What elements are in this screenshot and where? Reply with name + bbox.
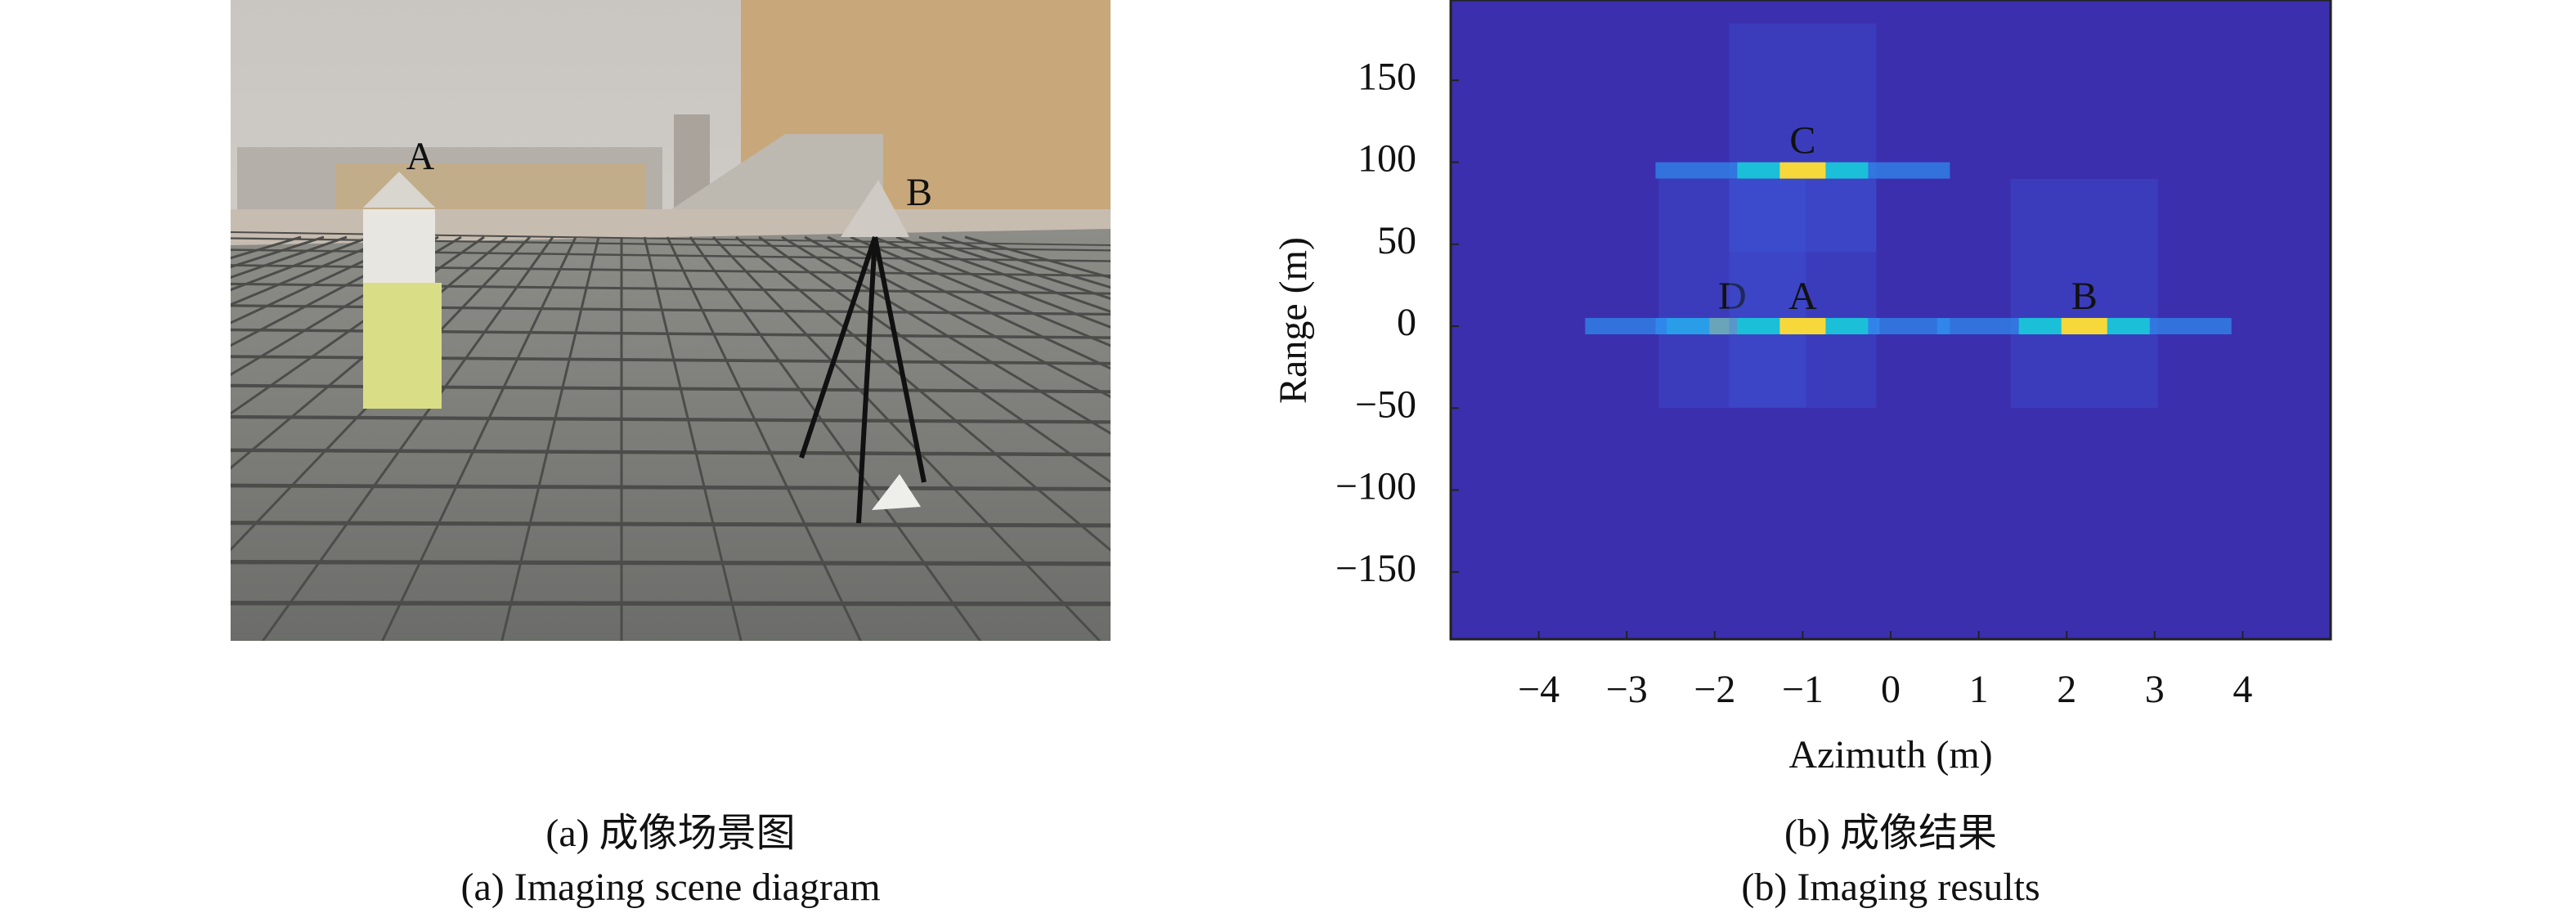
tile-joint [231,235,439,347]
tile-joint [231,414,1111,424]
tile-joint [231,235,532,552]
target-label: A [1788,275,1817,318]
tripod-leg [799,236,877,459]
x-tick-label: 0 [1881,668,1901,711]
x-tick-label: 4 [2233,668,2252,711]
photo-label: A [406,135,435,178]
y-tick-label: −100 [1335,465,1416,508]
tripod-leg [873,236,927,483]
caption-cn: (a) 成像场景图 [545,812,795,855]
x-tick-label: −2 [1694,668,1735,711]
tile-joint [711,235,1102,641]
tile-joint [231,600,1111,606]
stool-bottom [363,283,442,409]
tile-joint [689,236,982,641]
tile-joint [850,235,1111,347]
tile-joint [735,235,1111,552]
stool-top [363,209,435,283]
y-tick-label: 0 [1397,301,1416,344]
x-axis-label: Azimuth (m) [1788,733,1992,777]
tile-joint [500,236,600,641]
roof-tiles [231,231,1111,641]
tile-joint [873,235,1111,329]
heatmap: C D A B −4 −3 −2 −1 0 1 2 3 4 −150 −100 −50 0 50 100 150 [1335,0,2332,711]
caption-cn: (b) 成像结果 [1784,812,1997,855]
scene-photo: A B [231,0,1111,641]
x-tick-label: 1 [1969,668,1989,711]
tile-joint [231,483,1111,491]
tile-joint [781,235,1111,435]
x-tick-label: 3 [2145,668,2165,711]
target-glow [1729,23,1877,253]
target-core [1779,162,1826,179]
y-tick-label: −50 [1355,383,1416,426]
tile-joint [827,235,1111,370]
tile-joint [804,235,1111,399]
target-core [2061,318,2107,335]
target-label: D [1718,275,1747,318]
caption-en: (a) Imaging scene diagram [460,866,880,909]
tile-joint [261,236,554,641]
tile-joint [895,235,1111,313]
tile-joint [643,236,743,641]
target-glow [2010,179,2158,409]
cone-c [872,474,921,510]
tile-joint [666,236,863,641]
y-axis-label: Range (m) [1272,237,1315,404]
caption-en: (b) Imaging results [1741,866,2040,909]
target-label: C [1789,119,1815,163]
tile-joint [231,448,1111,457]
target-label: B [2071,275,2098,318]
y-tick-label: 150 [1358,55,1416,98]
tripod-leg [856,236,877,524]
tile-joint [758,235,1111,484]
target-glow [1658,179,1806,409]
y-tick-label: 100 [1358,137,1416,181]
cone-a [363,172,435,208]
stair-housing [654,134,883,229]
tile-joint [231,559,1111,566]
x-tick-label: −4 [1518,668,1560,711]
target-core [1779,318,1826,335]
x-tick-label: −1 [1782,668,1824,711]
cone-b [841,180,909,237]
target-glow [1729,179,1877,409]
photo-label: B [906,171,932,214]
x-tick-label: −3 [1606,668,1648,711]
y-tick-label: 50 [1377,219,1416,262]
x-tick-label: 2 [2057,668,2076,711]
tile-joint [231,521,1111,528]
y-tick-label: −150 [1335,547,1416,590]
tile-joint [231,235,416,324]
tile-joint [380,236,577,641]
tile-joint [231,235,462,377]
